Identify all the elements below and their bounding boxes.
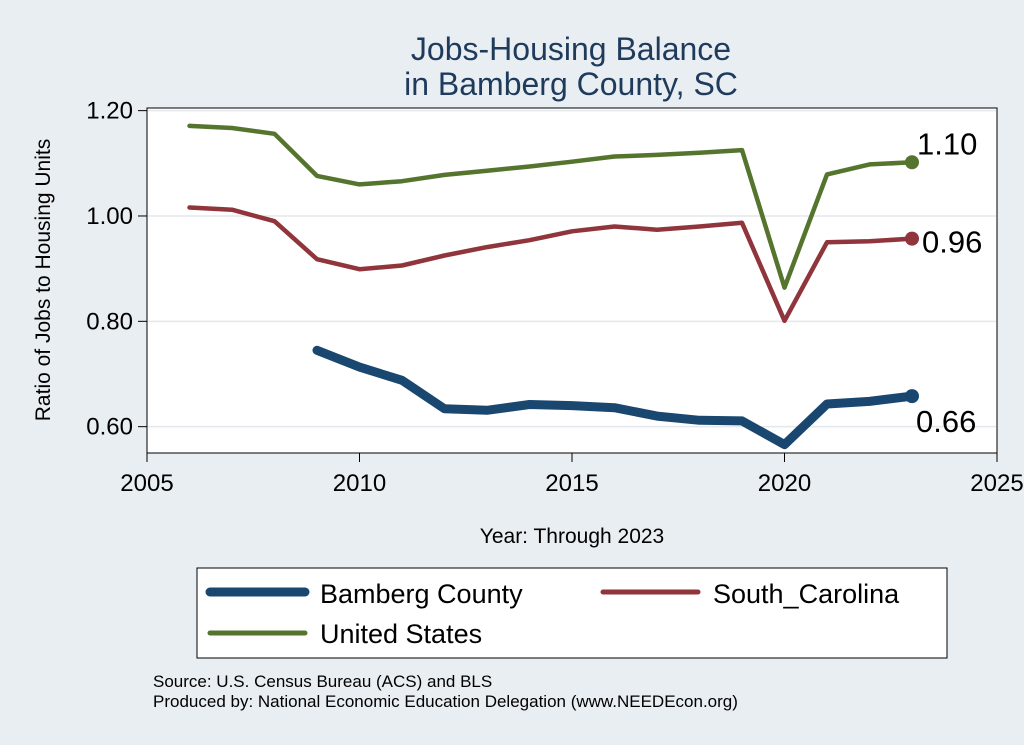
chart-title-line-1: Jobs-Housing Balance (411, 31, 731, 67)
x-tick-label: 2020 (758, 470, 811, 497)
end-label-south-carolina: 0.96 (922, 225, 982, 260)
x-axis-label: Year: Through 2023 (480, 525, 665, 548)
legend-label-united-states: United States (320, 619, 482, 649)
end-marker-south-carolina (905, 231, 919, 246)
y-axis-ticks: 0.60 0.80 1.00 1.20 (86, 98, 147, 441)
x-tick-label: 2015 (545, 470, 598, 497)
legend-label-south-carolina: South_Carolina (713, 579, 900, 609)
legend-box (196, 567, 948, 659)
series-line-south-carolina (187, 205, 915, 324)
series-line-bamberg-county (312, 345, 917, 450)
legend: Bamberg County South_Carolina United Sta… (196, 567, 948, 659)
series-lines: 0.66 0.96 1.10 (187, 123, 982, 450)
y-tick-label: 0.80 (86, 308, 133, 335)
x-tick-label: 2010 (333, 470, 386, 497)
series-line-united-states (187, 123, 915, 290)
x-tick-label: 2025 (970, 470, 1023, 497)
x-tick-label: 2005 (120, 470, 173, 497)
end-label-united-states: 1.10 (917, 126, 977, 161)
gridlines (148, 109, 996, 428)
legend-label-bamberg-county: Bamberg County (320, 579, 523, 609)
x-axis-ticks: 2005 2010 2015 2020 2025 (120, 453, 1024, 497)
y-tick-label: 1.00 (86, 203, 133, 230)
end-marker-united-states (905, 155, 919, 170)
chart-title-line-2: in Bamberg County, SC (404, 66, 738, 102)
y-tick-label: 1.20 (86, 98, 133, 125)
end-label-bamberg-county: 0.66 (916, 404, 976, 439)
y-axis-label: Ratio of Jobs to Housing Units (32, 139, 55, 421)
y-tick-label: 0.60 (86, 414, 133, 441)
source-note: Source: U.S. Census Bureau (ACS) and BLS (153, 672, 492, 691)
end-marker-bamberg-county (905, 389, 919, 404)
producer-note: Produced by: National Economic Education… (153, 692, 738, 711)
